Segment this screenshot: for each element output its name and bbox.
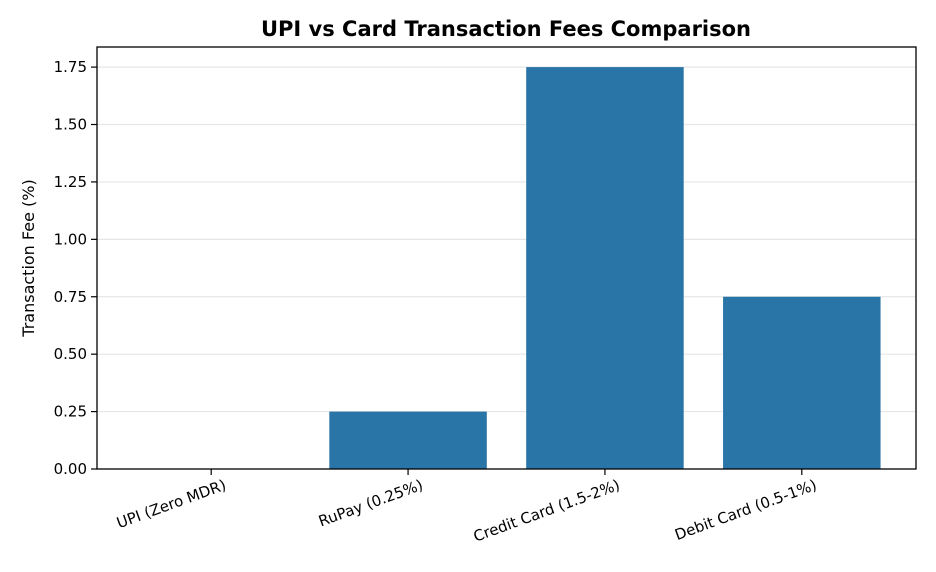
x-tick-label: Credit Card (1.5-2%) [471, 476, 622, 546]
bar [723, 296, 881, 469]
y-tick-label: 0.75 [54, 288, 87, 306]
y-tick-label: 1.25 [54, 173, 87, 191]
y-axis-label: Transaction Fee (%) [19, 179, 38, 337]
plot-frame [96, 46, 917, 470]
y-axis-ticks: 0.00 0.25 0.50 0.75 1.00 1.25 1.50 1.75 [54, 58, 97, 478]
y-tick-label: 1.50 [54, 116, 87, 134]
y-tick-label: 0.50 [54, 345, 87, 363]
x-tick-label: RuPay (0.25%) [316, 476, 425, 530]
y-tick-label: 1.00 [54, 230, 87, 248]
chart-title: UPI vs Card Transaction Fees Comparison [261, 17, 751, 41]
x-axis-ticks: UPI (Zero MDR) RuPay (0.25%) Credit Card (… [114, 469, 819, 546]
y-tick-label: 0.25 [54, 403, 87, 421]
x-tick-label: Debit Card (0.5-1%) [672, 476, 819, 544]
y-tick-label: 0.00 [54, 460, 87, 478]
y-tick-label: 1.75 [54, 58, 87, 76]
bar [329, 411, 487, 469]
bar [526, 67, 684, 469]
bars [329, 67, 881, 469]
gridlines [97, 66, 916, 413]
x-tick-label: UPI (Zero MDR) [114, 476, 228, 532]
